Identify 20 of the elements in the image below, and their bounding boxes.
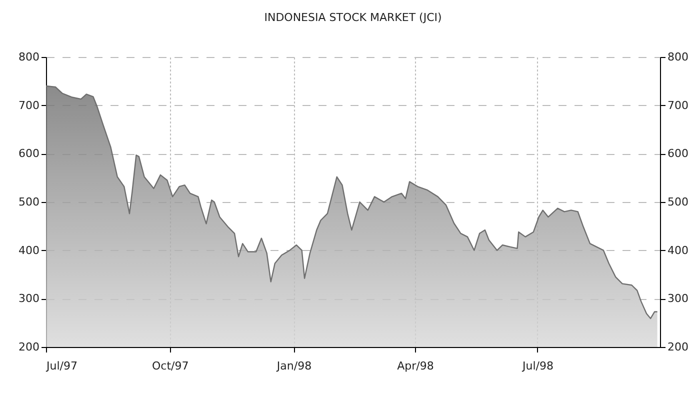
- x-tick-label: Apr/98: [397, 360, 434, 372]
- chart-title: INDONESIA STOCK MARKET (JCI): [264, 11, 442, 24]
- y2-tick-label: 700: [668, 98, 688, 112]
- x-tick-label: Jul/98: [521, 360, 554, 372]
- y-tick-label: 300: [18, 292, 40, 306]
- y-tick-label: 800: [18, 50, 40, 64]
- y-tick-label: 200: [18, 340, 40, 354]
- y2-tick-label: 200: [668, 340, 688, 354]
- y2-tick-label: 500: [668, 196, 688, 208]
- y2-tick-label: 600: [668, 147, 688, 160]
- x-tick-label: Oct/97: [152, 360, 189, 372]
- y2-tick-label: 400: [668, 244, 688, 257]
- x-tick-label: Jul/97: [46, 360, 78, 372]
- y-tick-label: 600: [18, 147, 40, 160]
- y-tick-label: 700: [18, 98, 40, 112]
- y-tick-label: 400: [18, 244, 40, 257]
- y2-tick-label: 800: [668, 50, 688, 64]
- y-tick-label: 500: [18, 196, 40, 208]
- x-tick-label: Jan/98: [276, 360, 312, 372]
- y2-tick-label: 300: [668, 292, 688, 306]
